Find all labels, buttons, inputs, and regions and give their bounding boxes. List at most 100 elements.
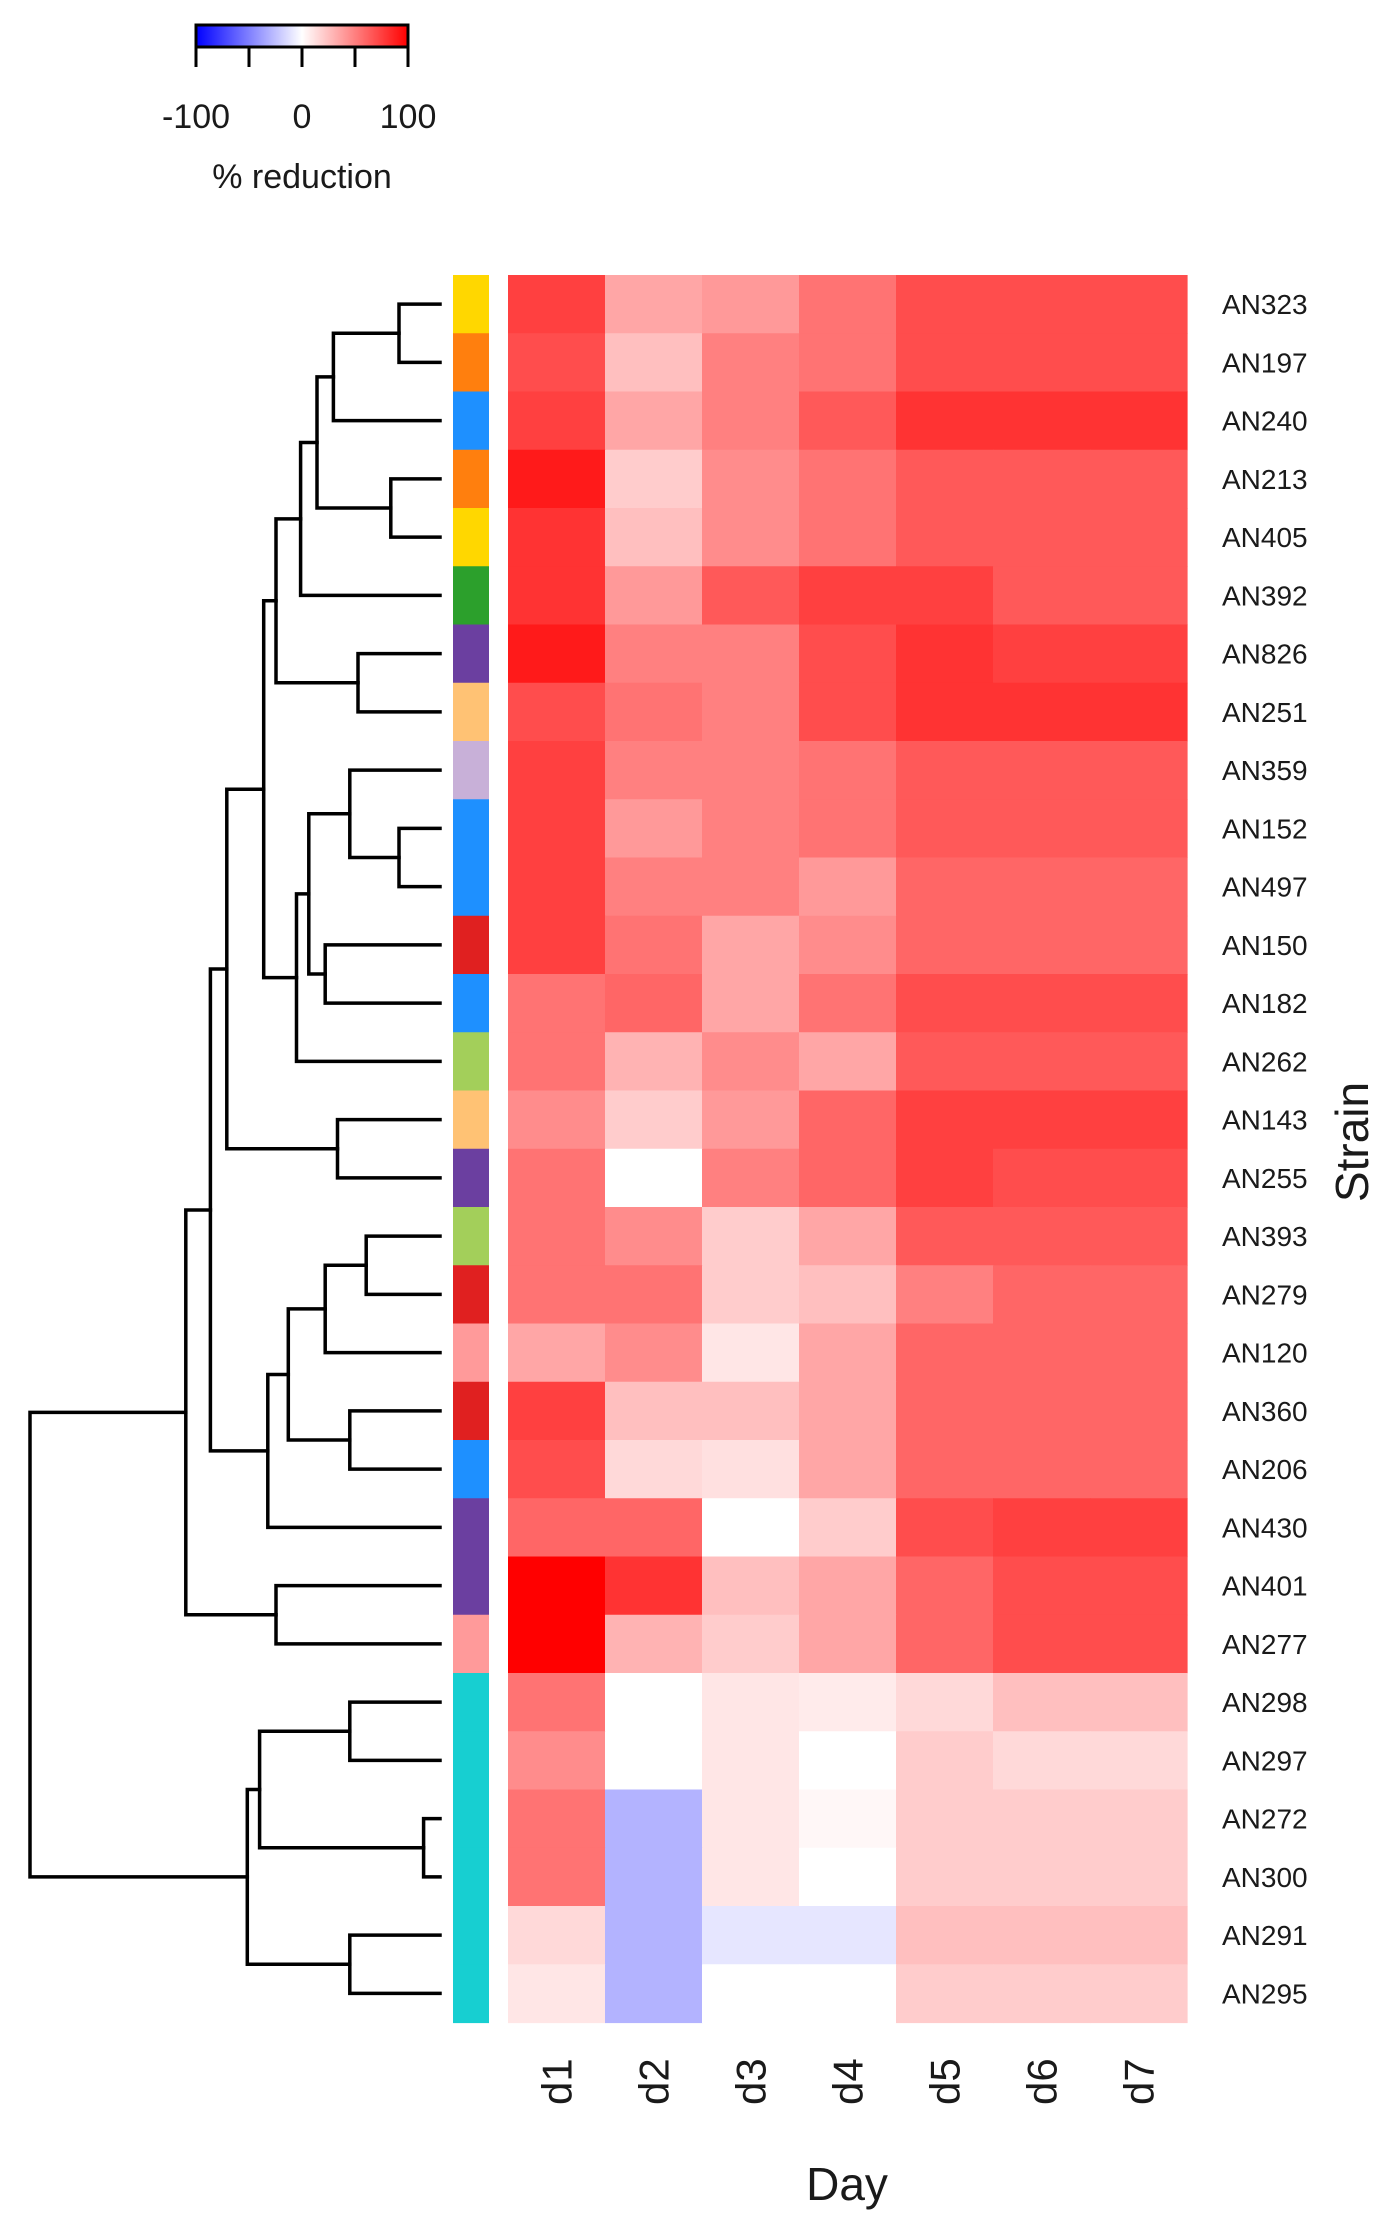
heatmap-cell xyxy=(1090,449,1188,509)
heatmap-cell xyxy=(702,1381,800,1441)
heatmap-cell xyxy=(508,1148,606,1208)
heatmap-cell xyxy=(508,1440,606,1499)
y-axis-label: Strain xyxy=(1326,1082,1378,1202)
heatmap-cell xyxy=(993,1789,1091,1849)
heatmap-cell xyxy=(1090,275,1188,334)
row-group-swatch xyxy=(453,682,489,742)
heatmap-cell xyxy=(1090,799,1188,859)
dendrogram-branch xyxy=(323,943,442,1005)
heatmap-cell xyxy=(1090,1731,1188,1791)
heatmap-cell xyxy=(799,1498,897,1558)
heatmap-cell xyxy=(702,1090,800,1150)
heatmap-cell xyxy=(1090,1789,1188,1849)
heatmap-cell xyxy=(605,1731,703,1791)
heatmap-cell xyxy=(508,1381,606,1441)
heatmap-cell xyxy=(605,1498,703,1558)
row-labels: AN323 AN197 AN240 AN213 AN405 AN392 AN826 AN251… xyxy=(1222,289,1308,2009)
dendrogram-branch xyxy=(389,477,442,539)
heatmap-cell xyxy=(605,1440,703,1499)
heatmap-cell xyxy=(799,449,897,509)
dendrogram-branch xyxy=(348,1933,442,1996)
heatmap-cell xyxy=(799,915,897,975)
legend-tick-label-mid: 0 xyxy=(293,98,312,136)
row-group-swatch xyxy=(453,1090,489,1150)
row-label: AN300 xyxy=(1222,1862,1308,1893)
heatmap-cell xyxy=(702,333,800,393)
heatmap-cell xyxy=(799,624,897,684)
dendrogram-branch xyxy=(286,1307,352,1442)
row-label: AN277 xyxy=(1222,1629,1308,1660)
heatmap-cell xyxy=(896,333,994,393)
row-group-swatch xyxy=(453,508,489,567)
row-label: AN197 xyxy=(1222,347,1308,378)
heatmap-cell xyxy=(896,1381,994,1441)
row-group-swatch xyxy=(453,1032,489,1092)
heatmap-cell xyxy=(896,1440,994,1499)
heatmap-cell xyxy=(702,682,800,742)
row-group-swatch xyxy=(453,915,489,975)
heatmap-cell xyxy=(993,1847,1091,1907)
dendrogram-branch xyxy=(356,651,442,714)
dendrogram-branch xyxy=(348,1409,442,1471)
heatmap-cell xyxy=(799,1906,897,1965)
row-label: AN323 xyxy=(1222,289,1308,320)
row-group-swatch xyxy=(453,857,489,917)
column-label: d2 xyxy=(631,2058,678,2105)
heatmap-cell xyxy=(508,1906,606,1965)
heatmap-cell xyxy=(702,1265,800,1325)
heatmap-cell xyxy=(993,1556,1091,1616)
heatmap-cell xyxy=(702,1964,800,2024)
heatmap-cell xyxy=(702,1906,800,1965)
column-label: d1 xyxy=(534,2058,581,2105)
heatmap-cell xyxy=(605,799,703,859)
heatmap-cell xyxy=(508,1265,606,1325)
heatmap-cell xyxy=(896,1731,994,1791)
heatmap-cell xyxy=(896,1847,994,1907)
heatmap-cell xyxy=(605,333,703,393)
dendrogram-branch xyxy=(184,1208,278,1617)
heatmap-cell xyxy=(799,1964,897,2024)
legend-tick-label-max: 100 xyxy=(380,98,437,136)
heatmap-cell xyxy=(993,915,1091,975)
heatmap-cell xyxy=(508,1207,606,1266)
row-label: AN297 xyxy=(1222,1745,1308,1776)
dendrogram-branch xyxy=(298,440,442,598)
heatmap-cell xyxy=(702,566,800,626)
heatmap-cell xyxy=(896,1673,994,1732)
row-label: AN393 xyxy=(1222,1221,1308,1252)
dendrogram-branch xyxy=(28,1410,250,1879)
heatmap-cell xyxy=(896,1265,994,1325)
heatmap-cell xyxy=(508,1789,606,1849)
dendrogram-branch xyxy=(335,1117,442,1180)
heatmap-cell xyxy=(1090,1381,1188,1441)
heatmap-cell xyxy=(799,857,897,917)
legend-colorbar xyxy=(194,23,410,49)
heatmap-cell xyxy=(605,508,703,567)
heatmap-cell xyxy=(605,741,703,800)
heatmap-cell xyxy=(508,566,606,626)
row-group-swatch xyxy=(453,1207,489,1266)
row-group-swatch xyxy=(453,1673,489,1732)
row-label: AN272 xyxy=(1222,1804,1308,1835)
heatmap-cell xyxy=(605,1323,703,1383)
heatmap-cell xyxy=(896,1906,994,1965)
heatmap-cell xyxy=(508,682,606,742)
heatmap-cell xyxy=(799,1032,897,1092)
heatmap-cell xyxy=(896,1323,994,1383)
heatmap-cell xyxy=(605,1090,703,1150)
heatmap-cell xyxy=(1090,1556,1188,1616)
heatmap-cell xyxy=(605,974,703,1033)
heatmap-cell xyxy=(702,1323,800,1383)
row-group-swatch xyxy=(453,974,489,1033)
heatmap-cell xyxy=(1090,1032,1188,1092)
heatmap-cell xyxy=(1090,1964,1188,2024)
row-group-swatch xyxy=(453,1265,489,1325)
heatmap-cell xyxy=(993,1498,1091,1558)
row-group-swatch xyxy=(453,1614,489,1674)
dendrogram-branch xyxy=(266,1372,442,1530)
row-label: AN279 xyxy=(1222,1279,1308,1310)
heatmap-cell xyxy=(993,1381,1091,1441)
heatmap-cell xyxy=(896,566,994,626)
dendrogram-branch xyxy=(294,892,442,1064)
heatmap-cell xyxy=(508,1673,606,1732)
